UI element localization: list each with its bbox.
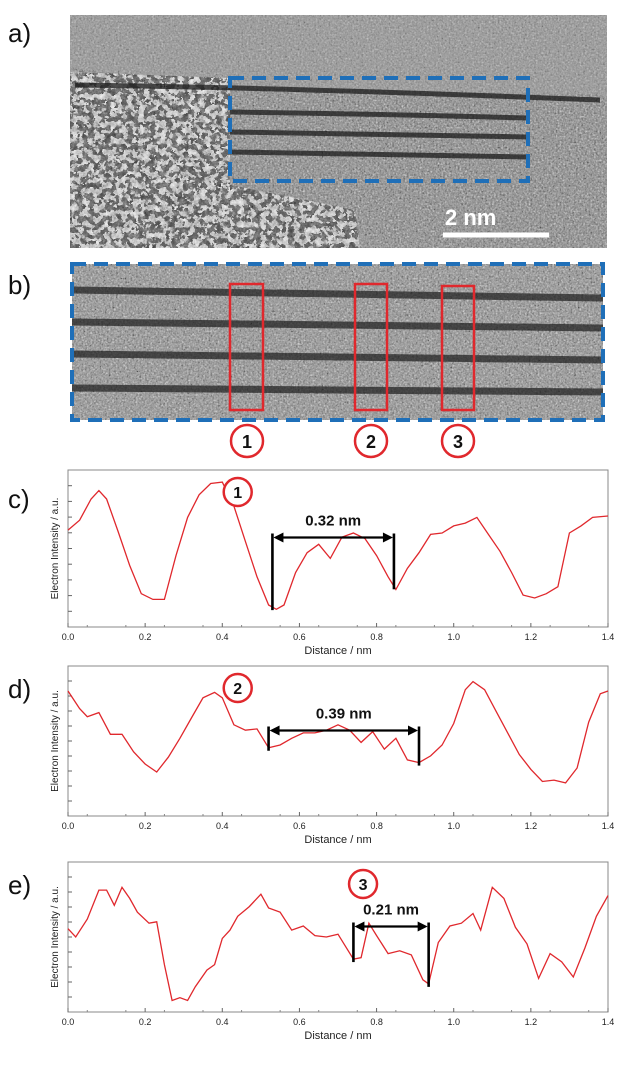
chart-marker-circle [222, 672, 253, 704]
x-axis-label: Distance / nm [304, 1030, 371, 1042]
tem-image-a [70, 15, 607, 248]
region-marker-2: 2 [353, 423, 389, 459]
x-tick-label: 1.4 [602, 1017, 615, 1027]
y-axis-label: Electron Intensity / a.u. [50, 498, 61, 600]
region-marker-1-label: 1 [242, 432, 252, 452]
chart-marker-circle [222, 476, 253, 508]
x-tick-label: 0.0 [62, 1017, 75, 1027]
selection-box-b [70, 262, 605, 422]
x-tick-label: 0.6 [293, 821, 306, 831]
measurement-arrow-head-left [273, 532, 284, 543]
x-tick-label: 1.4 [602, 632, 615, 642]
chart-marker-label: 3 [359, 877, 368, 894]
x-axis-label: Distance / nm [304, 834, 371, 846]
x-tick-label: 1.0 [447, 821, 460, 831]
measurement-arrow-head-left [269, 725, 280, 736]
chart-e: 0.0 0.2 0.4 0.6 0.8 1.0 1.2 1.4 Distance / nm Ele… [50, 861, 615, 1042]
x-tick-label: 0.2 [139, 821, 152, 831]
y-axis-label: Electron Intensity / a.u. [50, 690, 61, 792]
x-tick-label: 1.0 [447, 632, 460, 642]
x-tick-label: 1.2 [525, 821, 538, 831]
x-tick-label: 0.8 [370, 632, 383, 642]
x-tick-label: 0.0 [62, 632, 75, 642]
panel-label-b: b) [8, 270, 32, 300]
measurement-label: 0.39 nm [316, 706, 372, 723]
scale-bar-label: 2 nm [445, 205, 496, 230]
x-axis-label: Distance / nm [304, 645, 371, 657]
measurement-arrow-head-left [354, 921, 365, 932]
profile-line [67, 481, 609, 611]
panel-label-a: a) [8, 18, 32, 48]
panel-label-e: e) [8, 870, 32, 900]
x-tick-label: 0.4 [216, 1017, 229, 1027]
profile-line [67, 885, 609, 1002]
measurement-label: 0.32 nm [305, 513, 361, 530]
x-tick-label: 1.4 [602, 821, 615, 831]
measurement-arrow-head-right [417, 921, 428, 932]
plot-frame [67, 861, 609, 1013]
region-marker-3-label: 3 [453, 432, 463, 452]
x-tick-label: 0.0 [62, 821, 75, 831]
x-tick-label: 1.0 [447, 1017, 460, 1027]
tem-image-b [72, 264, 603, 420]
region-box-2 [353, 282, 389, 412]
measurement-label: 0.21 nm [363, 902, 419, 919]
plot-frame [67, 469, 609, 628]
x-tick-label: 0.8 [370, 821, 383, 831]
x-tick-label: 0.2 [139, 1017, 152, 1027]
x-tick-label: 1.2 [525, 632, 538, 642]
region-box-3 [440, 284, 476, 412]
region-marker-1: 1 [229, 423, 265, 459]
x-tick-label: 1.2 [525, 1017, 538, 1027]
panel-label-c: c) [8, 484, 30, 514]
chart-marker-circle [347, 868, 379, 900]
plot-frame [67, 665, 609, 817]
measurement-arrow-head-right [408, 725, 418, 736]
chart-c: 0.0 0.2 0.4 0.6 0.8 1.0 1.2 1.4 Distance / nm Ele… [50, 469, 615, 657]
measurement-arrow-head-right [382, 532, 393, 543]
x-tick-label: 0.8 [370, 1017, 383, 1027]
x-tick-label: 0.6 [293, 632, 306, 642]
selection-box-a [228, 76, 530, 183]
region-marker-3: 3 [440, 423, 476, 459]
chart-marker-label: 1 [233, 485, 242, 502]
x-tick-label: 0.2 [139, 632, 152, 642]
panel-label-d: d) [8, 674, 32, 704]
x-tick-label: 0.4 [216, 821, 229, 831]
region-box-1 [228, 282, 265, 412]
chart-marker-label: 2 [233, 681, 242, 698]
chart-d: 0.0 0.2 0.4 0.6 0.8 1.0 1.2 1.4 Distance / nm Ele… [50, 665, 615, 846]
x-tick-label: 0.6 [293, 1017, 306, 1027]
profile-line [67, 680, 609, 784]
x-tick-label: 0.4 [216, 632, 229, 642]
y-axis-label: Electron Intensity / a.u. [50, 886, 61, 988]
region-marker-2-label: 2 [366, 432, 376, 452]
